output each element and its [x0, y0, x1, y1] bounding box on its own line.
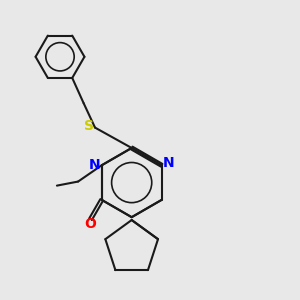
Text: N: N — [162, 156, 174, 170]
Text: O: O — [84, 217, 96, 231]
Text: S: S — [84, 118, 94, 133]
Text: N: N — [88, 158, 100, 172]
